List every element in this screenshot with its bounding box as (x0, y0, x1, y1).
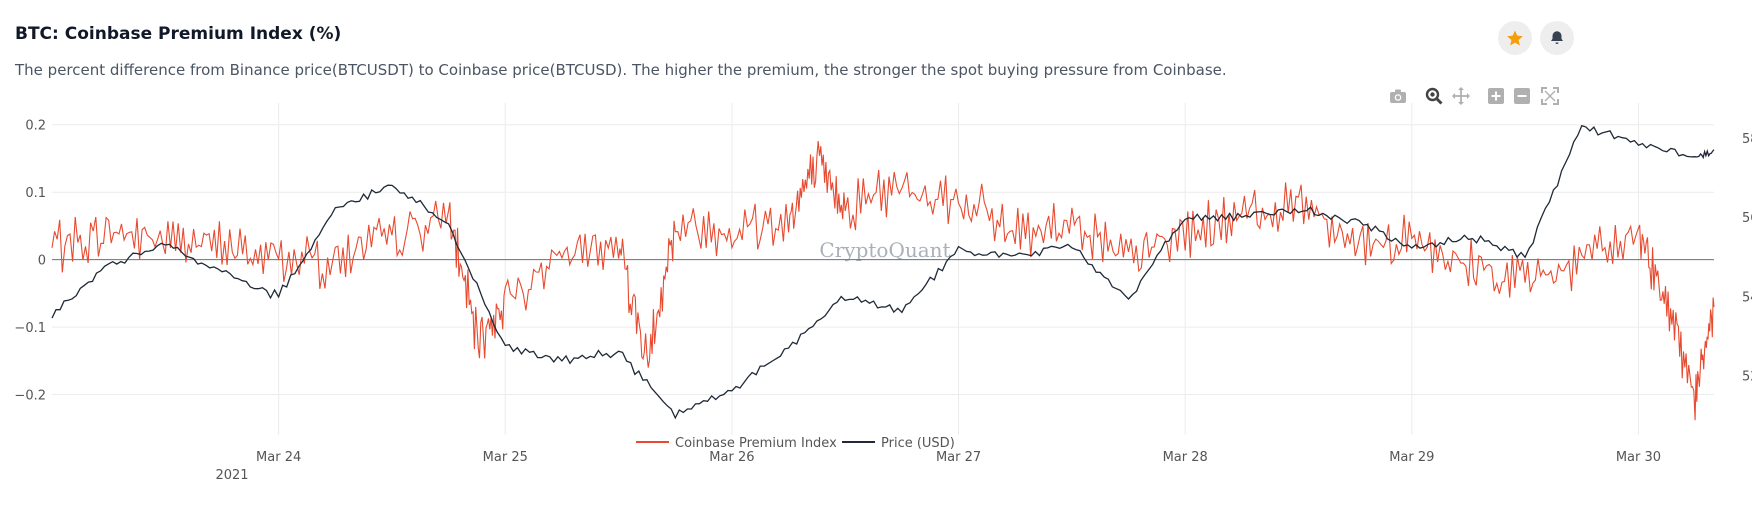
x-year-label: 2021 (215, 468, 248, 483)
y-left-tick-label: 0 (38, 254, 46, 269)
chart-modebar (1380, 86, 1752, 108)
x-tick-label: Mar 27 (936, 450, 981, 465)
pan-icon[interactable] (1451, 86, 1471, 106)
grid-lines (52, 103, 1714, 435)
y-right-tick-label: 58k (1742, 132, 1752, 147)
x-tick-label: Mar 30 (1616, 450, 1661, 465)
camera-icon[interactable] (1388, 86, 1408, 106)
y-right-ticks: 58k 56k 54k 52k (1742, 132, 1752, 385)
series-line-price (51, 124, 1715, 420)
x-tick-label: Mar 24 (256, 450, 301, 465)
legend-label: Price (USD) (881, 436, 955, 451)
y-left-ticks: 0.2 0.1 0 −0.1 −0.2 (14, 119, 46, 404)
x-tick-label: Mar 26 (709, 450, 754, 465)
alert-button[interactable] (1540, 21, 1574, 55)
y-right-tick-label: 54k (1742, 290, 1752, 305)
zoom-in-icon[interactable] (1486, 86, 1506, 106)
legend-item[interactable]: Price (USD) (842, 436, 955, 451)
legend-item[interactable]: Coinbase Premium Index (636, 436, 837, 451)
zoom-icon[interactable] (1424, 86, 1444, 106)
y-right-tick-label: 52k (1742, 370, 1752, 385)
y-right-tick-label: 56k (1742, 211, 1752, 226)
x-tick-label: Mar 25 (483, 450, 528, 465)
x-tick-label: Mar 28 (1163, 450, 1208, 465)
x-tick-label: Mar 29 (1389, 450, 1434, 465)
watermark: CryptoQuant (819, 238, 950, 262)
legend[interactable]: Coinbase Premium Index Price (USD) (636, 436, 955, 451)
favorite-button[interactable] (1498, 21, 1532, 55)
autoscale-icon[interactable] (1540, 86, 1560, 106)
legend-label: Coinbase Premium Index (675, 436, 837, 451)
bell-icon (1551, 31, 1563, 44)
y-left-tick-label: 0.2 (25, 119, 46, 134)
y-left-tick-label: 0.1 (25, 186, 46, 201)
chart-title: BTC: Coinbase Premium Index (%) (15, 24, 342, 44)
x-ticks: Mar 24 Mar 25 Mar 26 Mar 27 Mar 28 Mar 29 Mar … (256, 450, 1661, 465)
y-left-tick-label: −0.2 (14, 389, 46, 404)
y-left-tick-label: −0.1 (14, 321, 46, 336)
chart-subtitle: The percent difference from Binance pric… (15, 61, 1227, 79)
series-line-premium (51, 141, 1715, 421)
zoom-out-icon[interactable] (1512, 86, 1532, 106)
star-icon (1507, 30, 1523, 46)
